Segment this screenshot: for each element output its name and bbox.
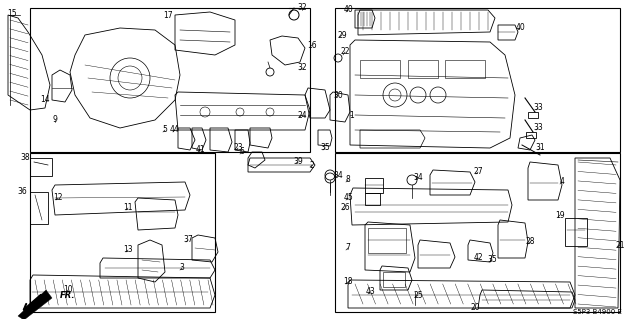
Text: 12: 12 (53, 194, 63, 203)
Bar (526, 132, 536, 138)
Text: 19: 19 (555, 211, 565, 219)
Bar (445, 60, 485, 78)
Text: 14: 14 (40, 95, 50, 105)
Text: 15: 15 (7, 10, 17, 19)
Bar (383, 272, 405, 287)
Text: 34: 34 (413, 173, 423, 182)
Text: 34: 34 (333, 170, 343, 180)
Text: 40: 40 (343, 5, 353, 14)
Text: S5P3-B4900 E: S5P3-B4900 E (573, 309, 622, 315)
Text: 4: 4 (559, 177, 564, 187)
Text: 26: 26 (340, 204, 350, 212)
Polygon shape (18, 290, 52, 319)
Text: 18: 18 (343, 278, 353, 286)
Text: 17: 17 (163, 11, 173, 19)
Text: 7: 7 (346, 243, 351, 253)
Bar (30, 192, 48, 224)
Text: 2: 2 (310, 160, 314, 169)
Text: 8: 8 (346, 175, 350, 184)
Text: 22: 22 (340, 48, 349, 56)
Text: 11: 11 (124, 204, 132, 212)
Text: 39: 39 (293, 158, 303, 167)
Text: 20: 20 (470, 303, 480, 313)
Bar (368, 228, 406, 253)
Text: 27: 27 (473, 167, 483, 176)
Text: 35: 35 (320, 144, 330, 152)
Text: 9: 9 (52, 115, 58, 124)
Text: 32: 32 (297, 63, 307, 72)
Text: 10: 10 (63, 286, 73, 294)
Text: 40: 40 (515, 24, 525, 33)
Text: 43: 43 (365, 287, 375, 296)
Text: 5: 5 (163, 125, 168, 135)
Text: 16: 16 (307, 41, 317, 49)
Text: 32: 32 (297, 4, 307, 12)
Bar (365, 178, 383, 193)
Bar (528, 112, 538, 118)
Text: 23: 23 (233, 144, 243, 152)
Bar (360, 60, 400, 78)
Text: 38: 38 (20, 153, 30, 162)
Text: 33: 33 (533, 123, 543, 132)
Text: 28: 28 (525, 238, 535, 247)
Bar (565, 218, 587, 246)
Bar (30, 158, 52, 176)
Text: 37: 37 (183, 235, 193, 244)
Bar (365, 193, 380, 205)
Text: 1: 1 (349, 110, 355, 120)
Text: 25: 25 (413, 291, 423, 300)
Text: 35: 35 (487, 256, 497, 264)
Text: 30: 30 (333, 91, 343, 100)
Text: 3: 3 (180, 263, 184, 272)
Text: 44: 44 (170, 125, 180, 135)
Text: 42: 42 (473, 254, 483, 263)
Text: 24: 24 (297, 110, 307, 120)
Text: 6: 6 (239, 147, 244, 157)
Text: FR.: FR. (60, 292, 76, 300)
Text: 31: 31 (535, 144, 545, 152)
Text: 41: 41 (195, 145, 205, 154)
Text: 21: 21 (615, 241, 625, 249)
Text: 13: 13 (123, 246, 133, 255)
Text: 36: 36 (17, 188, 27, 197)
Bar (408, 60, 438, 78)
Text: 29: 29 (337, 31, 347, 40)
Text: 45: 45 (343, 194, 353, 203)
Text: 33: 33 (533, 103, 543, 113)
